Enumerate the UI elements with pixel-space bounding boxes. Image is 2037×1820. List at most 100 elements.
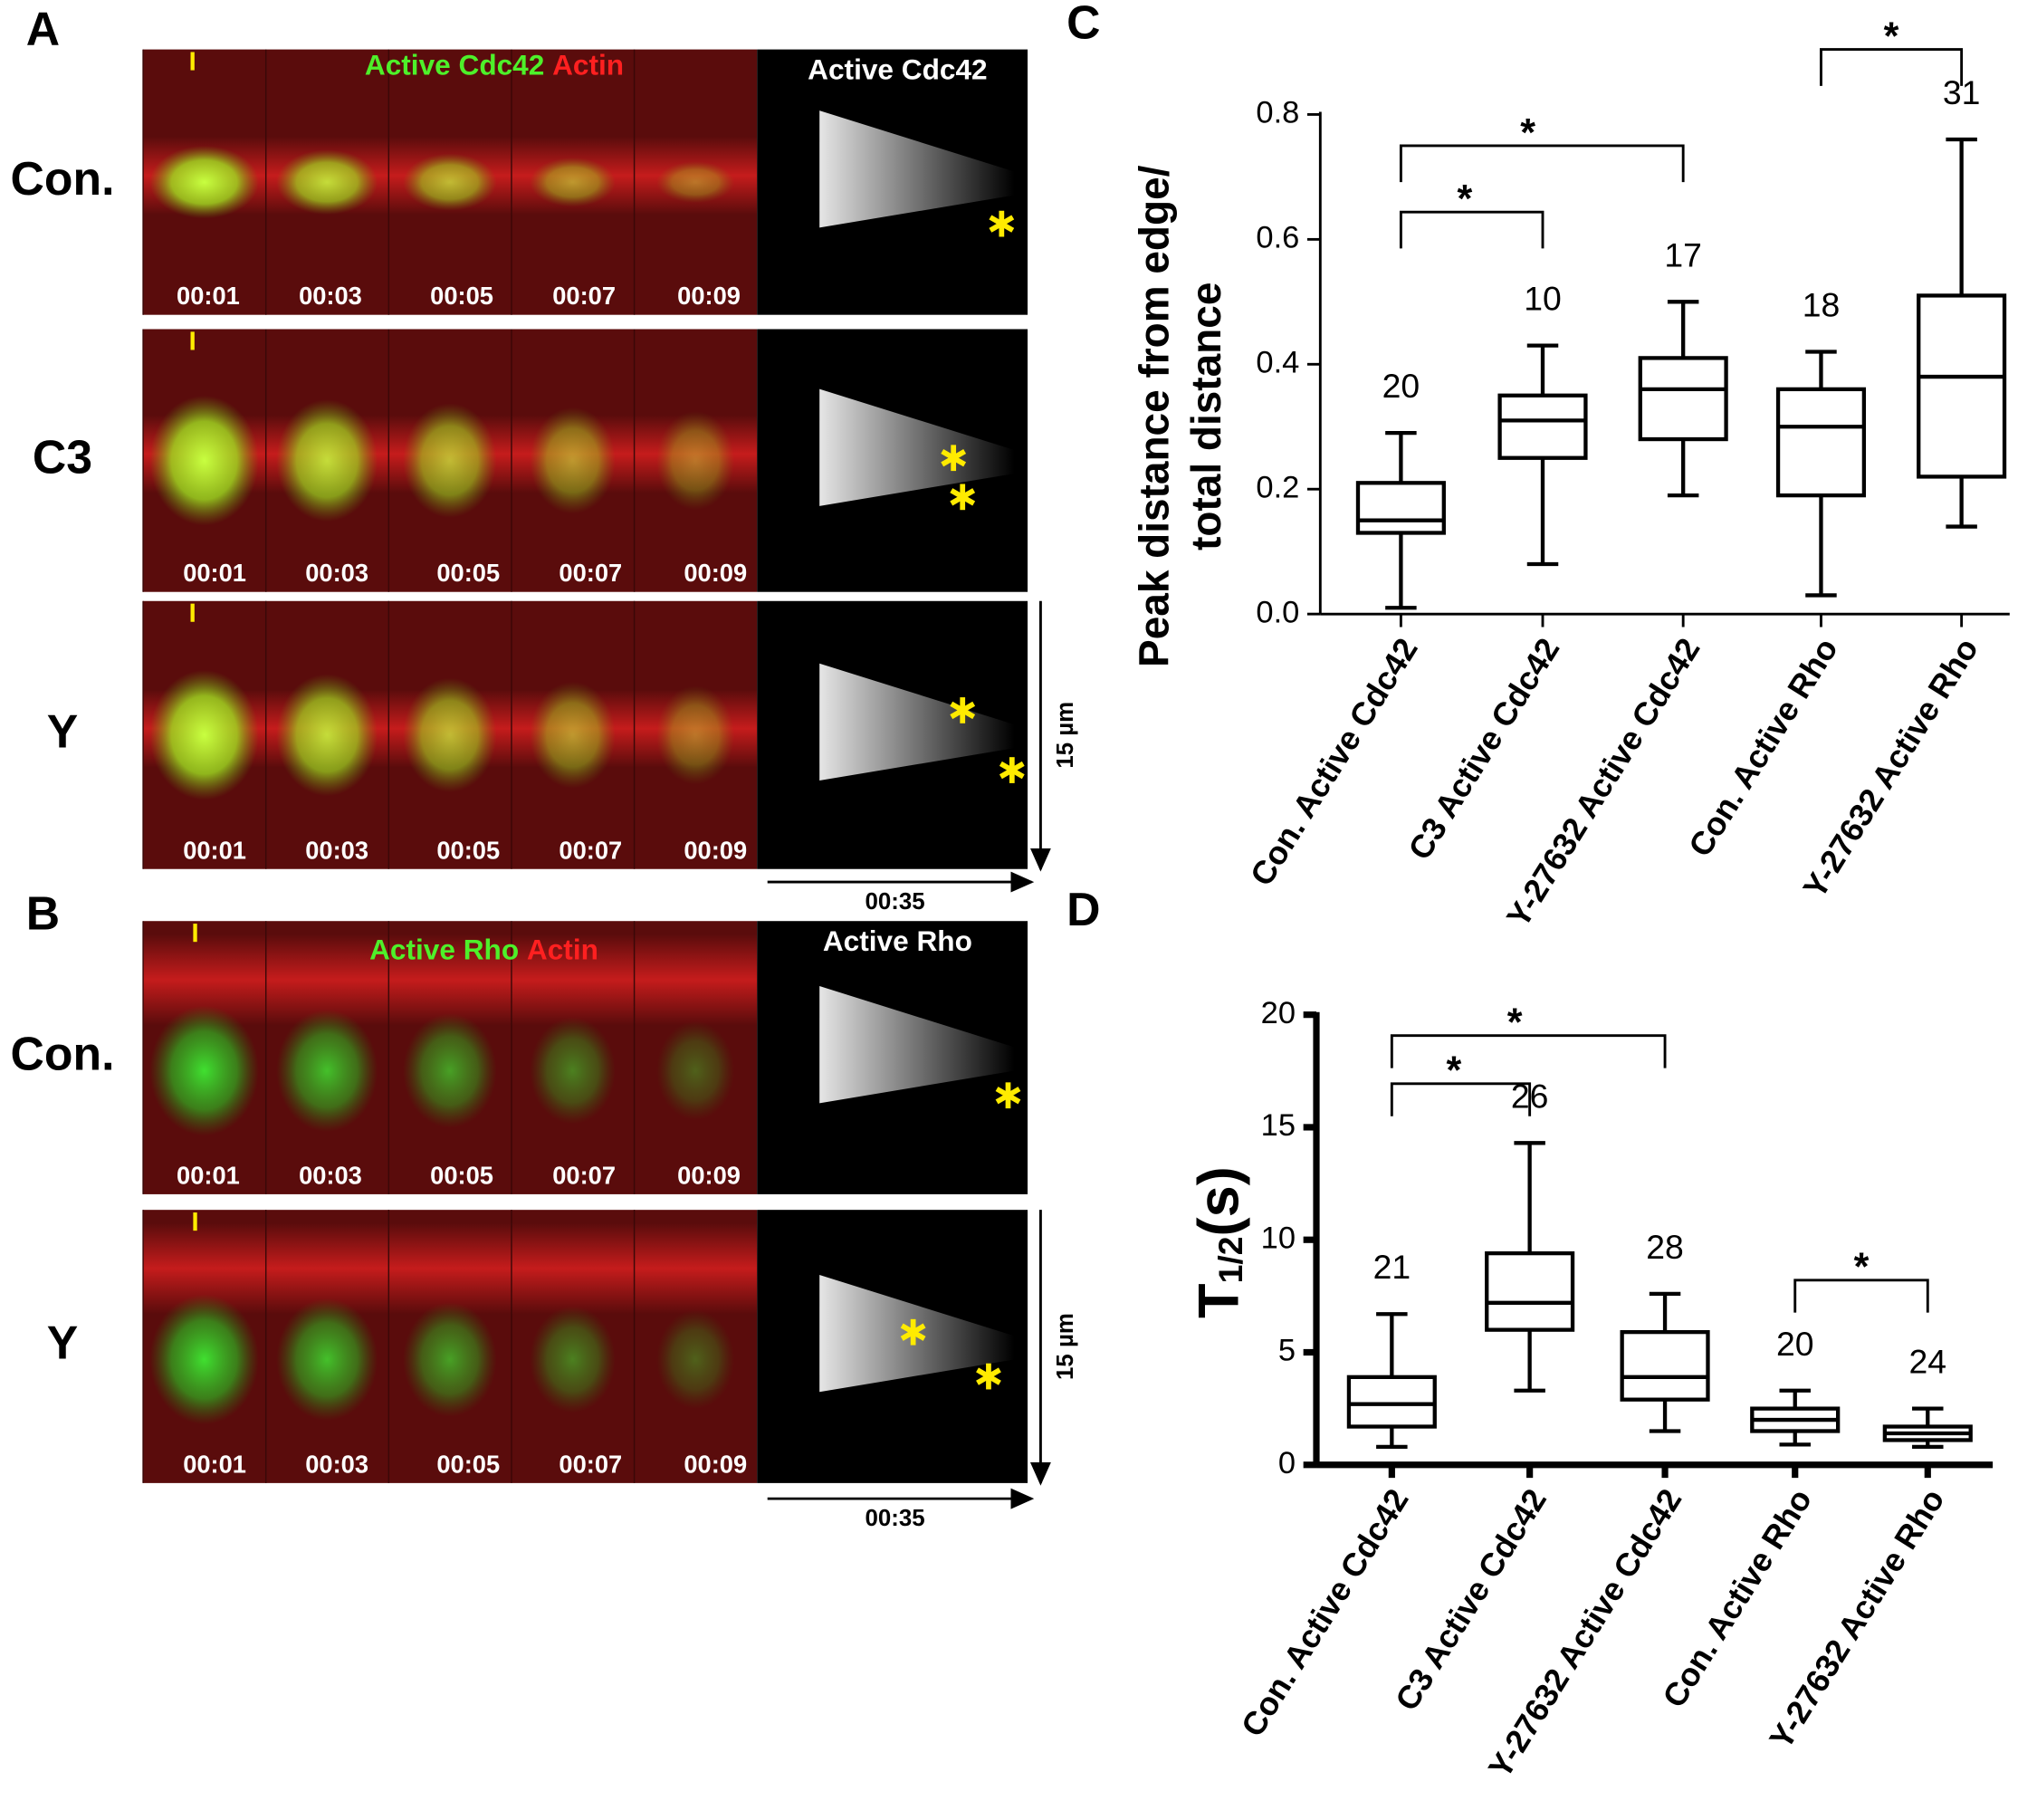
x-tick-label: Con. Active Cdc42 [1234, 1482, 1416, 1743]
significance-bracket [1390, 1034, 1667, 1068]
time-label: 00:09 [684, 559, 747, 587]
time-label: 00:09 [677, 1161, 741, 1189]
asterisk-marker [950, 488, 976, 506]
panel-title: Active Cdc42 Actin [365, 49, 624, 81]
n-label: 10 [1524, 280, 1562, 318]
signal-blob [656, 411, 735, 511]
signal-blob [149, 145, 259, 219]
time-label: 00:07 [559, 836, 622, 864]
y-axis-label: T1/2(s) [1187, 1166, 1250, 1318]
x-tick-label: Con. Active Cdc42 [1243, 631, 1425, 892]
n-label: 28 [1646, 1228, 1684, 1266]
asterisk-marker [989, 215, 1015, 233]
time-label: 00:03 [299, 1161, 362, 1189]
significance-bracket [1399, 210, 1544, 249]
y-tick-label: 5 [1278, 1334, 1296, 1368]
title-red: Actin [552, 49, 624, 81]
y-axis-label-line: Peak distance from edge/ [1131, 165, 1178, 667]
title-green: Active Cdc42 [365, 49, 544, 81]
kymograph-signal [819, 110, 1015, 228]
box [1620, 1329, 1710, 1402]
kymograph-signal [819, 388, 1015, 506]
asterisk-marker [976, 1367, 1001, 1385]
signal-blob [403, 1013, 497, 1128]
n-label: 21 [1373, 1248, 1411, 1286]
time-label: 00:01 [183, 559, 246, 587]
row-label: Y [47, 704, 78, 757]
n-label: 18 [1803, 286, 1841, 324]
time-label: 00:03 [305, 836, 368, 864]
row-label: Con. [11, 152, 115, 205]
significance-bracket [1793, 1279, 1929, 1313]
y-tick-label: 15 [1261, 1108, 1296, 1143]
time-label: 00:09 [677, 282, 741, 310]
signal-blob [403, 677, 497, 792]
time-label: 00:03 [305, 1450, 368, 1478]
kymograph-signal [819, 663, 1015, 781]
signal-blob [276, 1298, 378, 1421]
asterisk-marker [999, 761, 1025, 780]
time-scale-label: 00:35 [865, 1506, 924, 1531]
y-label-unit: (s) [1187, 1166, 1250, 1236]
n-label: 17 [1664, 235, 1702, 273]
signal-blob [276, 399, 378, 522]
time-label: 00:03 [305, 559, 368, 587]
scale-label: 15 µm [1053, 702, 1078, 769]
time-label: 00:07 [552, 282, 616, 310]
signal-blob [530, 1017, 616, 1125]
panel-letter: C [1066, 0, 1100, 48]
time-label: 00:05 [436, 559, 500, 587]
y-tick-label: 0.6 [1256, 220, 1299, 254]
box [1775, 387, 1867, 498]
time-label: 00:01 [183, 836, 246, 864]
significance-label: * [1854, 1246, 1870, 1289]
panel-title: Active Rho Actin [369, 934, 598, 966]
y-axis-label-line: total distance [1182, 283, 1229, 551]
kymograph-signal [819, 986, 1015, 1104]
signal-blob [403, 153, 497, 211]
title-red: Actin [527, 934, 598, 966]
panel-letter: A [26, 3, 60, 55]
significance-bracket [1390, 1082, 1532, 1116]
signal-blob [656, 161, 735, 204]
y-axis-label: Peak distance from edge/total distance [1131, 165, 1229, 667]
time-label: 00:01 [177, 1161, 240, 1189]
time-label: 00:07 [559, 1450, 622, 1478]
time-label: 00:01 [183, 1450, 246, 1478]
significance-label: * [1884, 14, 1899, 58]
signal-blob [403, 403, 497, 518]
signal-blob [276, 149, 378, 216]
significance-label: * [1520, 111, 1535, 155]
signal-blob [656, 685, 735, 785]
panel-letter: D [1066, 883, 1100, 935]
actin-band [143, 934, 758, 1026]
kymograph-title: Active Cdc42 [808, 53, 987, 85]
n-label: 20 [1776, 1325, 1814, 1363]
box [1917, 293, 2007, 479]
row-label: Y [47, 1317, 78, 1369]
significance-label: * [1446, 1049, 1461, 1093]
asterisk-marker [995, 1087, 1021, 1105]
y-tick-label: 0.8 [1256, 96, 1299, 130]
y-tick-label: 0.2 [1256, 470, 1299, 504]
time-label: 00:09 [684, 1450, 747, 1478]
y-tick-label: 0.4 [1256, 345, 1299, 379]
time-scale-label: 00:35 [865, 889, 924, 915]
signal-blob [530, 1306, 616, 1413]
time-label: 00:05 [436, 836, 500, 864]
significance-bracket [1820, 48, 1964, 86]
significance-label: * [1457, 177, 1472, 221]
box [1355, 481, 1446, 535]
y-label-sub: 1/2 [1211, 1236, 1249, 1283]
time-label: 00:07 [559, 559, 622, 587]
title-green: Active Rho [369, 934, 519, 966]
actin-band [143, 1222, 758, 1315]
time-label: 00:05 [430, 1161, 493, 1189]
asterisk-marker [900, 1323, 926, 1341]
y-tick-label: 20 [1261, 996, 1296, 1030]
box [1485, 1250, 1575, 1332]
time-label: 00:05 [436, 1450, 500, 1478]
signal-blob [656, 1309, 735, 1409]
signal-blob [276, 1009, 378, 1132]
signal-blob [149, 669, 259, 800]
